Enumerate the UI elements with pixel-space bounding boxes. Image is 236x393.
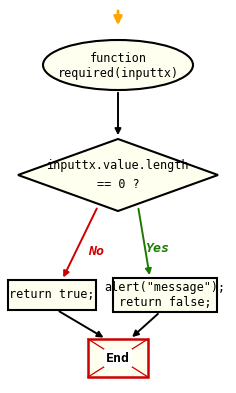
Ellipse shape <box>43 40 193 90</box>
Bar <box>8 280 96 310</box>
Bar <box>113 278 217 312</box>
Text: alert("message");: alert("message"); <box>105 281 226 294</box>
Text: inputtx.value.length: inputtx.value.length <box>47 160 189 173</box>
Text: == 0 ?: == 0 ? <box>97 178 139 191</box>
Text: No: No <box>88 245 104 258</box>
Bar <box>88 339 148 377</box>
Polygon shape <box>18 139 218 211</box>
Text: Yes: Yes <box>145 242 169 255</box>
Text: End: End <box>106 351 130 364</box>
Text: required(inputtx): required(inputtx) <box>57 66 179 79</box>
Text: function: function <box>89 51 147 64</box>
Text: return true;: return true; <box>9 288 95 301</box>
Text: return false;: return false; <box>119 296 211 310</box>
